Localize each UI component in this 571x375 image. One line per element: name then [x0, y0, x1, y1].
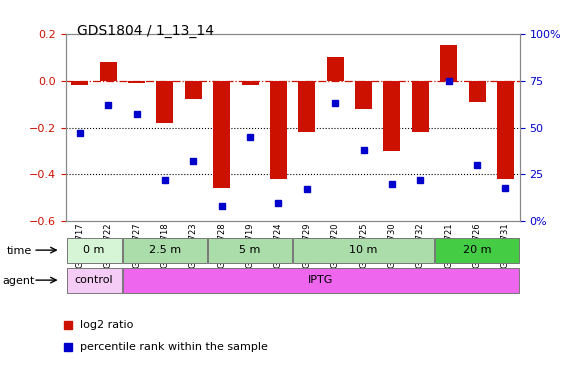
Text: time: time — [7, 246, 32, 255]
Bar — [384, 81, 400, 151]
Bar — [128, 81, 145, 83]
Bar — [435, 238, 519, 263]
Bar — [123, 268, 519, 293]
Bar — [440, 45, 457, 81]
Bar — [185, 81, 202, 99]
Text: agent: agent — [3, 276, 35, 285]
Text: 5 m: 5 m — [239, 245, 261, 255]
Text: percentile rank within the sample: percentile rank within the sample — [81, 342, 268, 352]
Bar — [327, 57, 344, 81]
Bar — [156, 81, 174, 123]
Bar — [100, 62, 116, 81]
Bar — [270, 81, 287, 179]
Text: 2.5 m: 2.5 m — [149, 245, 181, 255]
Bar — [242, 81, 259, 86]
Text: GDS1804 / 1_13_14: GDS1804 / 1_13_14 — [77, 24, 214, 38]
Bar — [66, 268, 122, 293]
Bar — [66, 238, 122, 263]
Bar — [293, 238, 433, 263]
Bar — [123, 238, 207, 263]
Bar — [298, 81, 315, 132]
Bar — [213, 81, 230, 189]
Text: 0 m: 0 m — [83, 245, 104, 255]
Bar — [208, 238, 292, 263]
Bar — [355, 81, 372, 109]
Text: log2 ratio: log2 ratio — [81, 320, 134, 330]
Bar — [71, 81, 89, 86]
Bar — [497, 81, 514, 179]
Bar — [469, 81, 485, 102]
Text: 10 m: 10 m — [349, 245, 378, 255]
Text: IPTG: IPTG — [308, 275, 333, 285]
Text: control: control — [75, 275, 114, 285]
Text: 20 m: 20 m — [463, 245, 491, 255]
Bar — [412, 81, 429, 132]
